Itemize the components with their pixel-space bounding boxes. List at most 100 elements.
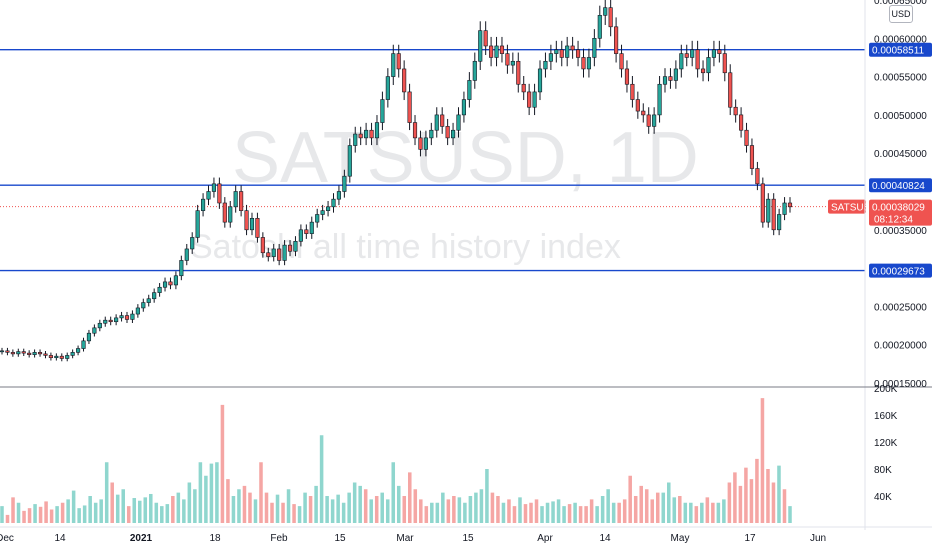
candle-body [162,281,168,288]
volume-bar [49,509,54,523]
countdown-label: 08:12:34 [874,215,913,226]
volume-bar [66,499,70,523]
candle-body [16,351,21,355]
volume-bar [126,506,131,523]
volume-bar [82,505,87,523]
candle-body [54,355,59,359]
candle-body [766,198,771,223]
volume-bar [512,506,517,523]
candle-body [195,210,200,238]
candle-body [445,126,450,139]
volume-bar [402,496,407,523]
time-tick-label: 15 [462,533,474,544]
candle-body [407,91,412,123]
candle-body [527,91,532,108]
volume-bars [0,398,792,523]
volume-bar [143,497,148,523]
volume-bar [435,502,440,523]
volume-bar [182,499,186,523]
volume-bar [463,502,467,523]
candle-body [489,45,494,58]
volume-bar [782,489,787,523]
candle-body [65,355,70,359]
volume-bar [93,502,98,523]
volume-bar [16,502,21,523]
currency-badge[interactable]: USD [889,5,913,23]
candle-body [711,49,716,58]
candles [0,0,793,362]
volume-bar [270,502,274,523]
candle-body [10,352,15,355]
level-label: 0.00029673 [872,267,925,278]
candle-body [135,307,140,315]
volume-bar [705,497,710,523]
candle-body [168,281,173,286]
candle-body [575,49,581,58]
volume-bar [237,489,241,523]
candle-body [260,237,265,254]
candle-body [70,352,75,356]
last-price-tag-bg [869,199,932,226]
candle-body [309,221,314,234]
chart-subtitle-watermark: Satoshi all time history index [190,228,621,266]
volume-bar [738,485,743,523]
volume-bar [562,506,566,523]
candle-body [32,352,37,355]
volume-bar [507,499,511,523]
volume-bar [380,492,384,523]
candle-body [771,198,776,231]
candle-body [440,114,445,127]
volume-bar [165,504,170,523]
candle-body [478,30,483,62]
volume-bar [99,499,103,523]
volume-bar [22,510,26,523]
volume-tick-label: 200K [874,384,898,395]
volume-bar [259,462,263,523]
volume-bar [281,502,285,523]
volume-bar [711,502,715,523]
volume-bar [655,492,660,523]
volume-tick-label: 120K [874,438,898,449]
candle-body [353,133,358,146]
candle-body [700,68,706,74]
level-label-bg [869,178,932,193]
volume-bar [341,502,346,523]
candle-body [510,60,515,66]
price-tick-label: 0.00015000 [874,379,927,390]
candle-body [287,244,293,252]
candle-body [21,351,26,354]
candle-body [467,80,472,100]
volume-bar [33,504,37,523]
volume-bar [744,467,748,523]
volume-bar [545,502,550,523]
candle-body [537,68,543,93]
volume-bar [606,489,610,523]
volume-bar [700,502,704,523]
candle-body [494,45,499,58]
candle-body [249,218,255,231]
volume-bar [88,496,92,523]
candle-body [396,53,401,70]
volume-bar [363,489,368,523]
volume-bar [330,499,335,523]
candle-body [554,49,559,54]
candle-body [586,57,591,70]
volume-tick-label: 40K [874,492,892,503]
time-tick-label: 15 [334,533,346,544]
volume-bar [55,506,59,523]
last-price-label: 0.00038029 [872,203,925,214]
volume-bar [336,494,340,523]
volume-bar [204,475,208,523]
volume-bar [595,506,599,523]
volume-bar [441,492,445,523]
volume-bar [149,493,153,523]
volume-bar [727,482,732,523]
volume-bar [385,499,390,523]
candle-body [684,53,689,58]
candle-body [201,198,206,211]
candle-body [336,191,342,200]
candle-body [706,57,711,74]
candle-body [646,114,651,127]
